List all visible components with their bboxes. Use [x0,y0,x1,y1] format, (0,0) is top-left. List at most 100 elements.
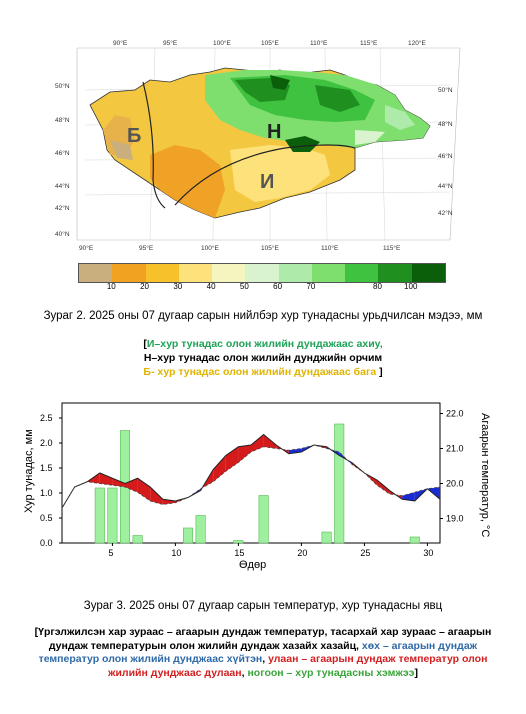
figure3-caption: Зураг 3. 2025 оны 07 дугаар сарын темпер… [83,600,443,612]
top-lon-label: 120°E [408,39,426,47]
y-left-tick-label: 1.5 [40,463,53,473]
bottom-lon-label: 95°E [139,244,154,252]
y-left-tick-label: 0.0 [40,538,53,548]
y-right-tick-label: 20.0 [446,479,464,489]
x-axis-title: Өдөр [239,559,266,571]
precip-bar [233,540,244,544]
colorbar-labels: 10 20 30 40 50 60 70 80 100 [78,282,444,294]
colorbar-swatch [112,264,146,282]
plot-frame [61,402,441,544]
right-lat-label: 44°N [438,182,453,190]
left-lat-label: 48°N [55,116,70,124]
bottom-lon-label: 100°E [201,244,219,252]
figure2-caption: Зураг 2. 2025 оны 07 дугаар сарын нийлбэ… [43,310,483,322]
colorbar-swatch [212,264,246,282]
y-left-tick-label: 2.0 [40,438,53,448]
left-lat-label: 44°N [55,182,70,190]
temperature-precip-chart: 0.0 0.5 1.0 1.5 2.0 2.5 19.0 20.0 21.0 22.0 5 10 15 2… [20,395,500,580]
precip-bar [258,495,269,544]
legend1-zone-b: Б- хур тунадас олон жилийн дундажаас баг… [143,366,377,378]
temp-anomaly-fill [162,499,176,505]
colorbar-swatch [378,264,412,282]
y-left-axis-title: Хур тунадас, мм [23,429,35,513]
precip-bar [409,536,420,544]
x-tick-label: 20 [297,548,307,558]
colorbar-tick-label: 60 [273,282,283,291]
legend2-close: ] [414,666,418,679]
y-right-tick-label: 19.0 [446,514,464,524]
legend2-green: ногоон – хур тунадасны хэмжээ [247,666,415,679]
temp-normal-line [61,444,441,509]
x-tick-label: 15 [234,548,244,558]
legend1-close-bracket: ] [376,366,383,378]
temp-anomaly-fill [213,455,226,482]
temp-anomaly-fill [137,478,151,501]
precip-bar [182,527,194,544]
bottom-lon-label: 115°E [383,244,401,252]
colorbar-tick-label: 50 [239,282,249,291]
legend2-blue: хөх – агаарын дундаж температур олон жил… [38,639,478,666]
top-lon-label: 115°E [360,39,378,47]
top-lon-label: 100°E [213,39,231,47]
legend2-part1: [Үргэлжилсэн хар зураас – агаарын дундаж… [34,626,492,652]
x-tick-label: 5 [108,548,113,558]
colorbar-swatch [79,264,113,282]
top-lon-label: 105°E [261,39,279,47]
x-tick-label: 10 [171,548,181,558]
temp-anomaly-fill [150,487,163,505]
y-right-tick-label: 22.0 [446,409,464,419]
temp-anomaly-fill [99,473,113,486]
temp-anomaly-fill [125,478,138,493]
x-tick-label: 30 [423,548,433,558]
y-right-axis-title: Агаарын температур, °C [479,413,491,537]
legend1-zone-i: И–хур тунадас олон жилийн дундажаас ахиу… [146,338,383,350]
legend1-open-bracket: [ [143,338,147,350]
colorbar-tick-label: 40 [206,282,216,291]
colorbar-swatch [345,264,379,282]
bottom-lon-label: 105°E [261,244,279,252]
zone-label-n: Н [267,121,281,143]
colorbar-swatch [245,264,279,282]
precip-bar [334,423,345,544]
figure3-legend: [Үргэлжилсэн хар зураас – агаарын дундаж… [25,626,501,680]
right-lat-label: 48°N [438,120,453,128]
colorbar-swatch [178,264,213,282]
left-lat-label: 46°N [55,149,70,157]
temp-anomaly-fill [251,434,264,452]
legend1-zone-n: Н–хур тунадас олон жилийн дунджийн орчим [143,352,383,364]
colorbar-swatch [311,264,346,282]
colorbar-tick-label: 80 [373,282,382,291]
legend2-sep2: , [241,666,248,679]
temp-anomaly-fill [225,446,239,472]
top-lon-label: 90°E [113,39,128,47]
colorbar-swatch [278,264,312,282]
colorbar-tick-label: 30 [173,282,183,291]
zone-label-i: И [260,171,274,193]
temp-anomaly-fill [263,434,277,449]
zone-label-b: Б [127,125,141,147]
top-lon-label: 95°E [163,39,178,47]
temp-anomaly-fill [402,492,415,501]
y-left-tick-label: 1.0 [40,488,53,498]
left-lat-label: 42°N [55,204,70,212]
temp-actual-line [61,433,441,509]
bottom-lon-label: 90°E [79,244,94,252]
chart-svg: 0.0 0.5 1.0 1.5 2.0 2.5 19.0 20.0 21.0 22.0 5 10 15 2… [23,402,491,571]
precipitation-forecast-map: Б Н И 90°E 95°E 100°E 105°E 110°E 115°E … [55,30,465,260]
left-lat-label: 50°N [55,82,70,90]
temp-anomaly-fill [238,445,251,463]
precip-bar [321,531,332,544]
temp-anomaly-fill [112,478,125,487]
colorbar-tick-label: 20 [140,282,149,291]
colorbar-tick-label: 70 [306,282,316,291]
legend2-sep1: , [262,653,269,665]
right-lat-label: 46°N [438,152,453,160]
y-left-tick-label: 0.5 [40,513,53,523]
colorbar-swatch [145,264,179,282]
temp-anomaly-fill [377,480,390,494]
colorbar-tick-label: 10 [106,282,116,291]
right-lat-label: 42°N [438,209,453,217]
precipitation-colorbar [78,263,446,283]
map-svg: Б Н И 90°E 95°E 100°E 105°E 110°E 115°E … [55,39,461,252]
y-left-tick-label: 2.5 [40,413,53,423]
